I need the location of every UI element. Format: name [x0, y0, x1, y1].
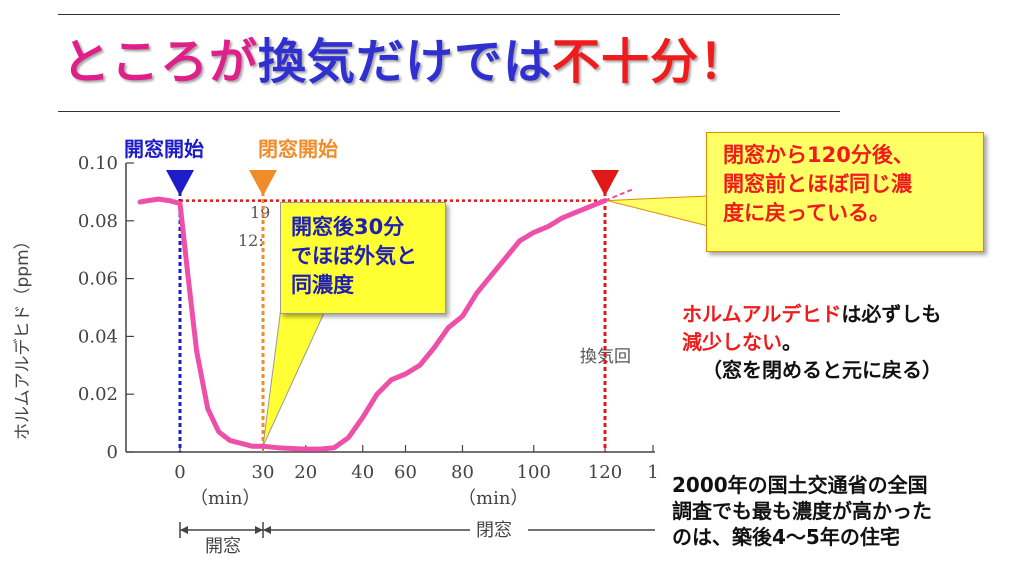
faint-time-2: 12:	[238, 231, 264, 250]
callout-30min-line-1: 開窓後30分	[291, 215, 405, 239]
phase-open-arrow-left	[180, 526, 188, 534]
phase-close-label: 閉窓	[476, 520, 512, 541]
callout-120min: 閉窓から120分後、 開窓前とほぼ同じ濃 度に戻っている。	[706, 132, 984, 252]
survey-note: 2000年の国土交通省の全国 調査でも最も濃度が高かった のは、築後4～5年の住…	[672, 472, 932, 550]
y-tick-label: 0.04	[78, 326, 118, 347]
title-part-pink: ところが	[62, 34, 259, 90]
phase-brackets: 開窓 閉窓	[179, 520, 655, 557]
phase-open-label: 開窓	[205, 536, 241, 557]
open-start-label: 開窓開始	[124, 137, 204, 161]
callout-pointer	[262, 299, 331, 447]
x-tick-label: 60	[394, 462, 417, 483]
callout-120min-line-2: 開窓前とほぼ同じ濃	[723, 171, 912, 196]
title-rule-top	[58, 14, 840, 15]
close-start-label: 閉窓開始	[258, 137, 338, 161]
return-marker	[591, 170, 619, 196]
series-line-extension	[604, 188, 634, 202]
faint-time-1: 19	[250, 203, 270, 222]
x-tick-labels: 0 30 20 40 60 80 100 120 1	[174, 462, 658, 483]
note-line-1: ホルムアルデヒドは必ずしも	[682, 302, 942, 326]
y-tick-label: 0.08	[78, 211, 118, 232]
x-tick-label: 30	[252, 462, 275, 483]
x-tick-label: 1	[647, 462, 658, 483]
x-tick-label: 0	[174, 462, 185, 483]
guide-lines	[178, 192, 607, 452]
x-tick-label: 80	[451, 462, 474, 483]
note-line-3: （窓を閉めると元に戻る）	[702, 358, 942, 382]
callout-120min-line-1: 閉窓から120分後、	[723, 143, 914, 167]
callout-30min: 開窓後30分 でほぼ外気と 同濃度	[280, 202, 446, 314]
close-start-marker	[249, 170, 277, 196]
title-rule-bottom	[58, 111, 840, 112]
series-line-closed	[260, 198, 608, 452]
callout-30min-line-2: でほぼ外気と	[291, 243, 417, 268]
callout-pointer-right	[606, 195, 709, 227]
open-start-marker	[166, 170, 194, 196]
x-tick-label: 120	[588, 462, 622, 483]
survey-line-2: 調査でも最も濃度が高かった	[672, 499, 932, 523]
phase-close-arrow-left	[263, 526, 271, 534]
slide-title: ところが換気だけでは不十分！	[62, 22, 748, 92]
survey-line-1: 2000年の国土交通省の全国	[672, 473, 928, 497]
title-part-red: 不十分！	[552, 34, 749, 90]
note-line-2: 減少しない。	[682, 330, 802, 354]
y-tick-label: 0	[107, 442, 118, 463]
event-markers	[166, 170, 619, 196]
formaldehyde-note: ホルムアルデヒドは必ずしも 減少しない。 （窓を閉めると元に戻る）	[682, 300, 942, 384]
x-unit-left: （min）	[190, 488, 260, 509]
series-line-open	[137, 196, 266, 449]
y-tick-labels: 0 0.02 0.04 0.06 0.08 0.10	[78, 153, 118, 463]
phase-open-arrow-right	[255, 526, 263, 534]
title-part-blue: 換気だけでは	[258, 34, 553, 90]
x-tick-label: 20	[294, 462, 317, 483]
y-tick-label: 0.10	[78, 153, 118, 174]
x-unit-right: （min）	[458, 488, 528, 509]
callout-120min-line-3: 度に戻っている。	[723, 200, 890, 225]
y-axis-label: ホルムアルデヒド（ppm）	[12, 232, 33, 440]
y-tick-label: 0.02	[78, 384, 118, 405]
chart-axes	[125, 162, 655, 453]
survey-line-3: のは、築後4～5年の住宅	[672, 525, 900, 549]
x-tick-label: 40	[351, 462, 374, 483]
y-tick-label: 0.06	[78, 269, 118, 290]
callout-30min-line-3: 同濃度	[291, 272, 354, 297]
x-tick-label: 100	[517, 462, 551, 483]
